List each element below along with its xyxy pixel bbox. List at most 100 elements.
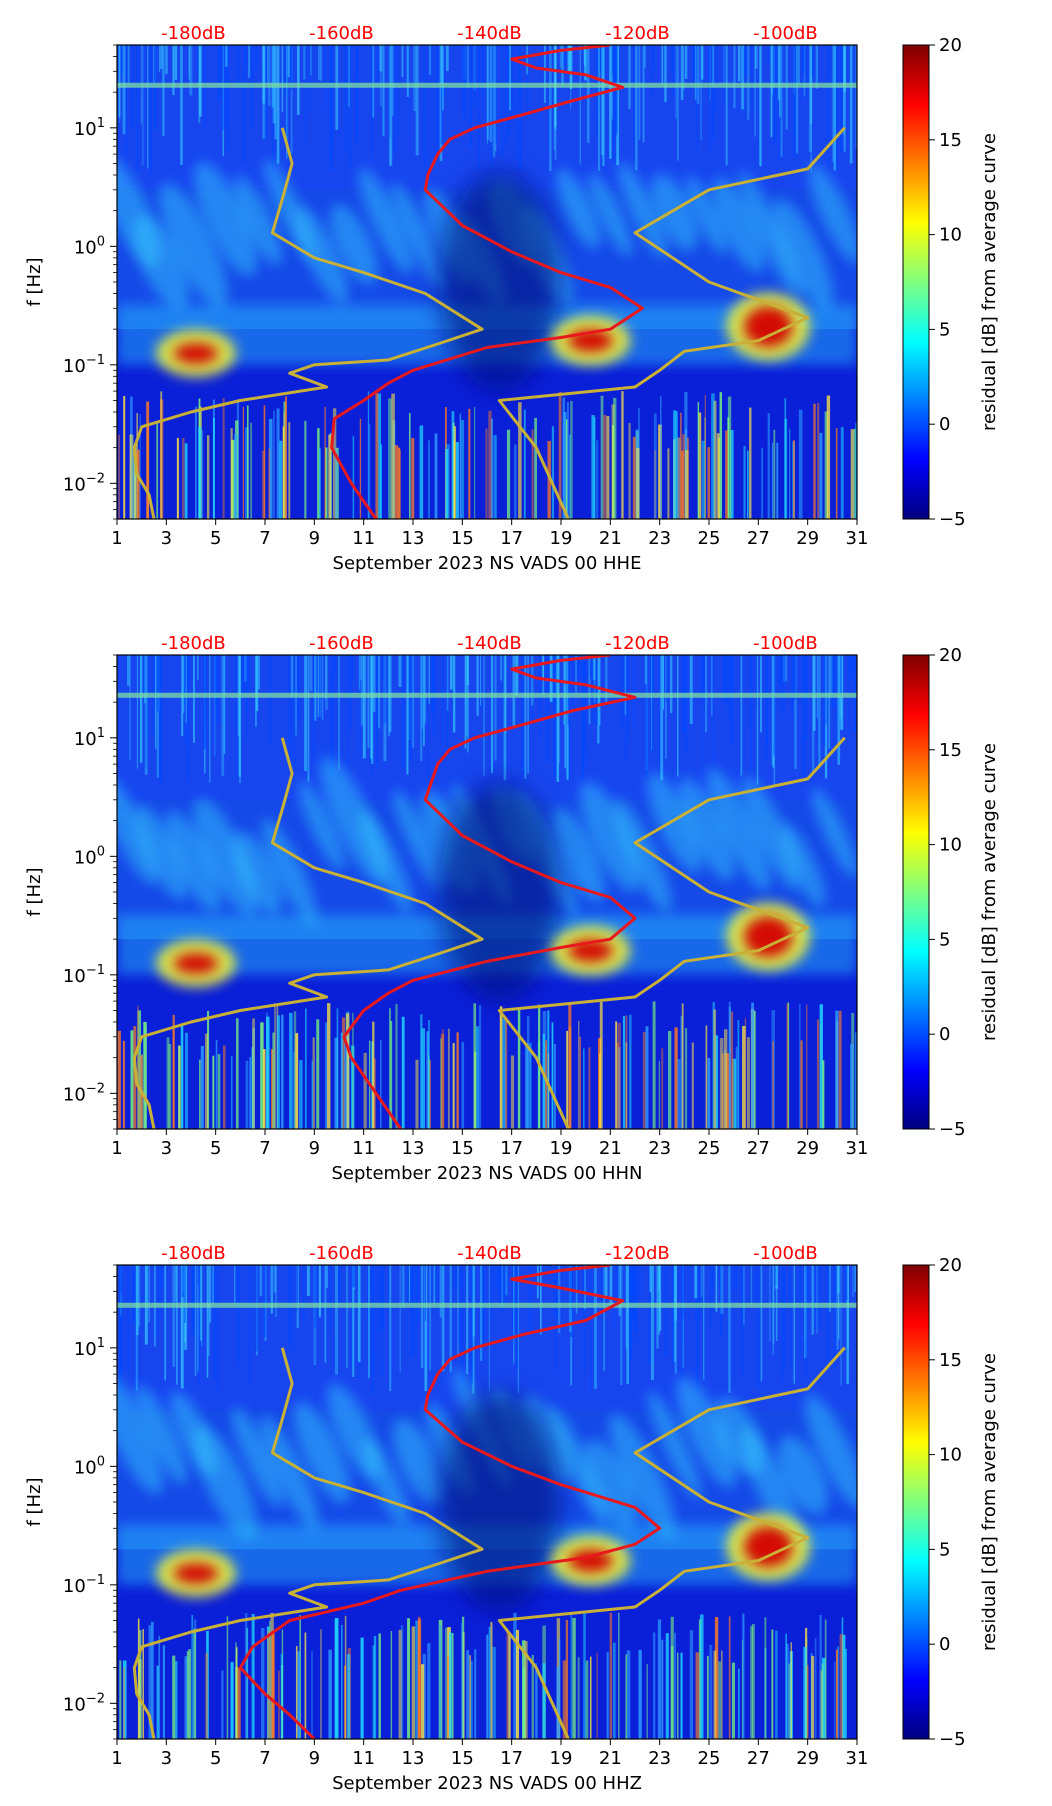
heatmap-streak xyxy=(728,1265,731,1393)
heatmap-streak xyxy=(590,1265,592,1395)
heatmap-burst xyxy=(612,1642,616,1739)
db-scale-label: -140dB xyxy=(457,633,522,654)
heatmap-streak xyxy=(832,45,835,163)
heatmap-burst xyxy=(231,439,235,519)
heatmap-streak xyxy=(650,1265,654,1381)
heatmap-streak xyxy=(650,655,654,697)
heatmap-streak xyxy=(164,1265,167,1381)
heatmap-burst xyxy=(184,443,188,519)
heatmap-burst xyxy=(609,1612,613,1739)
heatmap-burst xyxy=(408,413,411,519)
heatmap-burst xyxy=(776,442,779,519)
heatmap-streak xyxy=(433,1265,436,1306)
heatmap-streak xyxy=(760,1265,763,1382)
heatmap-burst xyxy=(399,450,401,519)
heatmap-burst xyxy=(212,1055,215,1129)
heatmap-burst xyxy=(566,401,569,519)
heatmap-streak xyxy=(223,655,226,755)
heatmap-streak xyxy=(208,1265,210,1357)
heatmap-streak xyxy=(503,655,507,781)
heatmap-burst xyxy=(588,1047,591,1129)
heatmap-streak xyxy=(473,45,477,109)
heatmap-streak xyxy=(840,1265,842,1386)
heatmap-streak xyxy=(849,655,852,676)
heatmap-streak xyxy=(747,45,750,120)
heatmap-burst xyxy=(566,1030,569,1129)
heatmap-burst xyxy=(632,436,636,519)
heatmap-burst xyxy=(305,1008,307,1129)
heatmap-burst xyxy=(455,441,459,519)
heatmap-streak xyxy=(380,1265,384,1331)
heatmap-plume xyxy=(392,1418,444,1504)
heatmap-burst xyxy=(461,1616,465,1739)
heatmap-burst xyxy=(625,1654,628,1739)
heatmap-streak xyxy=(538,655,541,742)
heatmap-burst xyxy=(788,428,791,519)
heatmap-burst xyxy=(626,1650,631,1739)
heatmap-streak xyxy=(399,1265,401,1373)
heatmap-burst xyxy=(606,416,610,519)
heatmap-streak xyxy=(789,1265,791,1310)
heatmap-streak xyxy=(302,1265,306,1325)
heatmap-burst xyxy=(295,1646,298,1739)
heatmap-burst xyxy=(684,1028,688,1129)
heatmap-streak xyxy=(834,655,836,711)
heatmap-streak xyxy=(138,1265,141,1327)
heatmap-streak xyxy=(598,655,601,726)
heatmap-burst xyxy=(456,1032,459,1129)
heatmap-streak xyxy=(470,1265,474,1385)
heatmap-streak xyxy=(287,655,291,748)
heatmap-burst xyxy=(618,1612,620,1739)
x-tick-label: 7 xyxy=(259,1748,270,1769)
heatmap-streak xyxy=(410,1265,413,1356)
heatmap-streak xyxy=(358,655,362,758)
heatmap-streak xyxy=(216,1265,219,1390)
heatmap-streak xyxy=(833,45,836,171)
heatmap-streak xyxy=(378,1265,381,1335)
heatmap-burst xyxy=(217,1054,221,1129)
heatmap-plume xyxy=(391,182,445,290)
db-scale-label: -140dB xyxy=(457,23,522,44)
heatmap-streak xyxy=(618,1265,622,1316)
x-tick-label: 9 xyxy=(309,1138,320,1159)
heatmap-burst xyxy=(278,440,283,519)
y-tick-label: 101 xyxy=(74,1336,105,1360)
heatmap-burst xyxy=(638,1649,642,1739)
heatmap-burst xyxy=(798,409,803,519)
heatmap-plume xyxy=(392,789,444,891)
heatmap-burst xyxy=(407,1618,410,1739)
heatmap-streak xyxy=(139,655,143,763)
heatmap-streak xyxy=(322,655,324,768)
heatmap-burst xyxy=(172,1014,175,1129)
heatmap-burst xyxy=(474,1649,477,1739)
heatmap-streak xyxy=(712,45,714,86)
heatmap-streak xyxy=(145,655,147,768)
heatmap-streak xyxy=(815,45,819,89)
heatmap-burst xyxy=(743,445,746,519)
heatmap-burst xyxy=(341,1017,345,1129)
heatmap-burst xyxy=(260,1022,264,1129)
heatmap-streak xyxy=(243,45,246,164)
heatmap-streak xyxy=(609,45,612,159)
heatmap-burst xyxy=(551,426,555,519)
heatmap-streak xyxy=(696,45,700,104)
heatmap-burst xyxy=(613,397,617,519)
heatmap-burst xyxy=(668,1030,672,1129)
heatmap-burst xyxy=(682,434,686,519)
heatmap-burst xyxy=(452,1043,455,1129)
heatmap-burst xyxy=(676,1652,679,1739)
heatmap-streak xyxy=(346,1265,348,1369)
heatmap-plume xyxy=(330,204,378,285)
heatmap-burst xyxy=(469,1655,471,1739)
heatmap-burst xyxy=(723,1029,728,1129)
heatmap-streak xyxy=(522,655,524,775)
heatmap-streak xyxy=(501,45,504,156)
heatmap-burst xyxy=(136,449,140,519)
heatmap-streak xyxy=(799,1265,802,1293)
heatmap-streak xyxy=(308,45,311,114)
heatmap-streak xyxy=(314,655,317,721)
heatmap-streak xyxy=(415,1265,417,1357)
heatmap-streak xyxy=(549,655,553,702)
x-tick-label: 25 xyxy=(698,1138,721,1159)
heatmap-streak xyxy=(665,655,669,703)
